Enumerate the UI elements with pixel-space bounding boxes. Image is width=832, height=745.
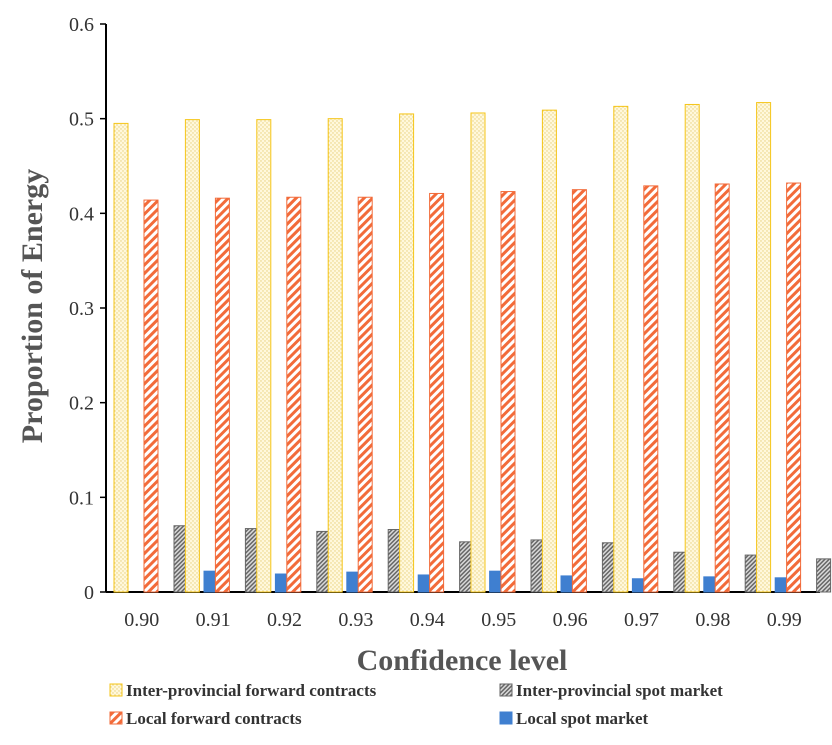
bar-local-forward-contracts-0.97 (643, 185, 659, 593)
y-tick-label: 0.4 (69, 203, 94, 225)
bar-local-forward-contracts-0.92 (286, 196, 302, 593)
bar-inter-provincial-forward-contracts-0.95 (470, 112, 486, 593)
y-tick-label: 0.2 (69, 393, 94, 415)
bar-local-forward-contracts-0.98 (714, 183, 730, 593)
bar-inter-provincial-forward-contracts-0.92 (256, 119, 272, 593)
legend: Inter-provincial forward contracts Inter-… (109, 681, 723, 728)
bar-local-forward-contracts-0.99 (786, 182, 802, 593)
y-tick-labels: 0 0.1 0.2 0.3 0.4 0.5 0.6 (69, 14, 94, 604)
legend-swatch (499, 711, 513, 725)
y-tick-label: 0 (84, 582, 94, 604)
bar-inter-provincial-forward-contracts-0.91 (184, 119, 200, 593)
legend-swatch (109, 711, 123, 725)
x-tick-label: 0.97 (624, 609, 659, 631)
bars-group (113, 102, 832, 593)
bar-inter-provincial-forward-contracts-0.90 (113, 122, 129, 593)
x-tick-label: 0.93 (338, 609, 373, 631)
bar-local-forward-contracts-0.91 (214, 197, 230, 593)
y-tick-label: 0.1 (69, 487, 94, 509)
y-axis-title: Proportion of Energy (16, 169, 49, 443)
bar-local-forward-contracts-0.94 (429, 192, 445, 593)
bar-local-forward-contracts-0.93 (357, 196, 373, 593)
legend-swatch (499, 683, 513, 697)
x-tick-label: 0.99 (767, 609, 802, 631)
x-tick-label: 0.92 (267, 609, 302, 631)
x-axis-title: Confidence level (357, 644, 568, 677)
x-tick-label: 0.96 (553, 609, 588, 631)
bar-local-forward-contracts-0.96 (571, 189, 587, 593)
x-tick-labels: 0.90 0.91 0.92 0.93 0.94 0.95 0.96 0.97 0.98 0.99 (124, 609, 802, 631)
axes (100, 23, 820, 593)
legend-label: Local spot market (516, 709, 649, 728)
x-tick-label: 0.91 (196, 609, 231, 631)
legend-label: Local forward contracts (126, 709, 302, 728)
bar-local-forward-contracts-0.95 (500, 191, 516, 593)
bar-inter-provincial-forward-contracts-0.97 (613, 105, 629, 593)
y-tick-label: 0.6 (69, 14, 94, 36)
bar-inter-provincial-forward-contracts-0.99 (756, 102, 772, 593)
bar-inter-provincial-forward-contracts-0.94 (399, 113, 415, 593)
legend-label: Inter-provincial spot market (516, 681, 723, 700)
x-tick-label: 0.90 (124, 609, 159, 631)
y-tick-label: 0.3 (69, 298, 94, 320)
x-tick-label: 0.95 (481, 609, 516, 631)
x-tick-label: 0.98 (695, 609, 730, 631)
legend-label: Inter-provincial forward contracts (126, 681, 377, 700)
y-tick-label: 0.5 (69, 109, 94, 131)
x-tick-label: 0.94 (410, 609, 445, 631)
bar-inter-provincial-forward-contracts-0.96 (541, 109, 557, 593)
bar-inter-provincial-forward-contracts-0.98 (684, 103, 700, 593)
bar-local-forward-contracts-0.90 (143, 199, 159, 593)
legend-swatch (109, 683, 123, 697)
bar-inter-provincial-spot-market-0.99 (816, 558, 832, 593)
bar-inter-provincial-forward-contracts-0.93 (327, 118, 343, 593)
